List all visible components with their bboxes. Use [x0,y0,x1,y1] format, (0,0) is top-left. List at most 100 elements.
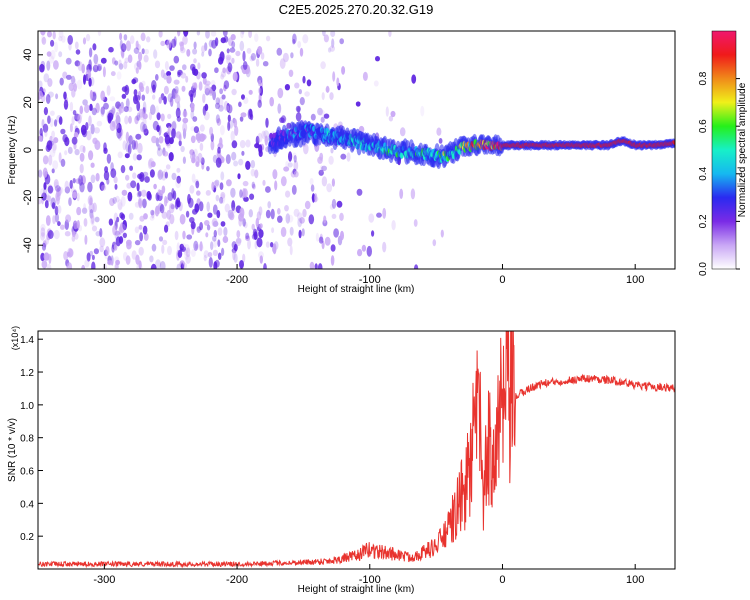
spectrogram-point [164,224,169,233]
spectrogram-point [216,210,221,219]
spectrogram-point [227,114,231,123]
spectrogram-point [176,101,181,112]
colorbar-label: Normalized spectral amplitude [737,82,748,217]
spectrogram-point [175,131,182,139]
spectrogram-point [52,160,59,170]
spectrogram-point [391,220,396,231]
spectrogram-point [47,185,54,194]
spectrogram-point [217,227,223,236]
x-tick-label: 0 [499,574,505,586]
spectrogram-point [302,208,307,218]
spectrogram-point [169,65,175,71]
snr-x-ticks: -300 -200 -100 0 100 [93,564,644,586]
spectrogram-point [44,130,48,138]
spectrogram-point [432,239,437,247]
spectrogram-point [125,141,130,153]
spectrogram-point [280,115,287,124]
spectrogram-point [204,111,210,121]
spectrogram-point [215,157,222,168]
spectrogram-point [117,199,123,210]
spectrogram-point [93,62,100,70]
spectrogram-point [86,130,92,141]
spectrogram-point [250,53,256,61]
spectrogram-point [149,255,154,263]
spectrogram-point [123,34,128,41]
spectrogram-point [130,136,135,143]
spectrogram-point [43,187,48,196]
spectrogram-point [331,198,337,209]
spectrogram-point [138,224,143,230]
spectrogram-point [112,196,117,204]
spectrogram-point [118,59,122,68]
spectrogram-point [150,209,155,216]
spectrogram-point [321,176,328,187]
spectrogram-point [50,197,56,209]
spectrogram-point [125,40,131,52]
spectrogram-point [138,190,142,197]
spectrogram-point [214,67,219,74]
spectrogram-point [204,103,209,112]
spectrogram-point [139,232,144,242]
spectrogram-point [54,213,60,223]
spectrogram-point [141,94,146,101]
y-tick-label: 0.2 [20,532,34,543]
spectrogram-point [190,221,196,230]
spectrogram-point [186,49,191,57]
spectrogram-point [292,38,296,45]
spectrogram-point [44,200,49,209]
spectrogram-point [89,103,93,111]
spectrogram-point [40,227,46,237]
spectrogram-point [220,171,225,181]
spectrogram-point [82,145,86,154]
spectrogram-point [210,241,214,251]
spectrogram-point [209,126,214,136]
spectrogram-point [92,202,97,213]
spectrogram-point [46,263,52,269]
spectrogram-point [169,214,175,225]
spectrogram-point [132,77,139,84]
spectrogram-point [323,215,327,224]
spectrogram-point [185,210,190,218]
spectrogram-point [234,125,239,136]
spectrogram-point [231,151,237,161]
spectrogram-point [250,168,256,177]
spectrogram-point [43,252,50,261]
x-tick-label: -200 [226,574,248,586]
spectrogram-point [167,113,172,120]
spectrogram-point [175,177,182,189]
spectrogram-point [57,205,62,214]
spectrogram-point [255,58,260,67]
spectrogram-point [40,188,46,197]
spectrogram-point [71,136,78,145]
colorbar-tick-label: 0.6 [698,119,709,133]
spectrogram-point [91,254,95,261]
spectrogram-point [195,180,200,189]
spectrogram-point [101,184,107,191]
spectrogram-point [117,202,123,211]
spectrogram-point [411,74,417,84]
spectrogram-point [193,240,199,251]
spectrogram-point [231,41,236,49]
spectrogram-point [144,176,150,183]
spectrogram-point [121,43,127,53]
spectrogram-point [45,215,51,226]
spectrogram-point [208,88,214,95]
spectrogram-point [73,220,78,230]
spectrogram-point [331,38,335,49]
spectrogram-point [41,192,47,201]
spectrogram-point [135,133,142,140]
spectrogram-point [96,120,103,127]
spectrogram-point [223,80,230,89]
spectrogram-point [83,74,86,85]
spectrogram-point [164,171,168,179]
spectrogram-point [193,41,197,50]
colorbar-gradient [711,30,737,270]
spectrogram-point [154,205,160,217]
spectrogram-point [375,56,380,62]
spectrogram-point [240,31,244,39]
spectrogram-point [256,211,262,221]
spectrogram-point [420,105,425,117]
spectrogram-point [221,247,225,256]
snr-frame [37,330,676,570]
spectrogram-point [233,253,238,263]
